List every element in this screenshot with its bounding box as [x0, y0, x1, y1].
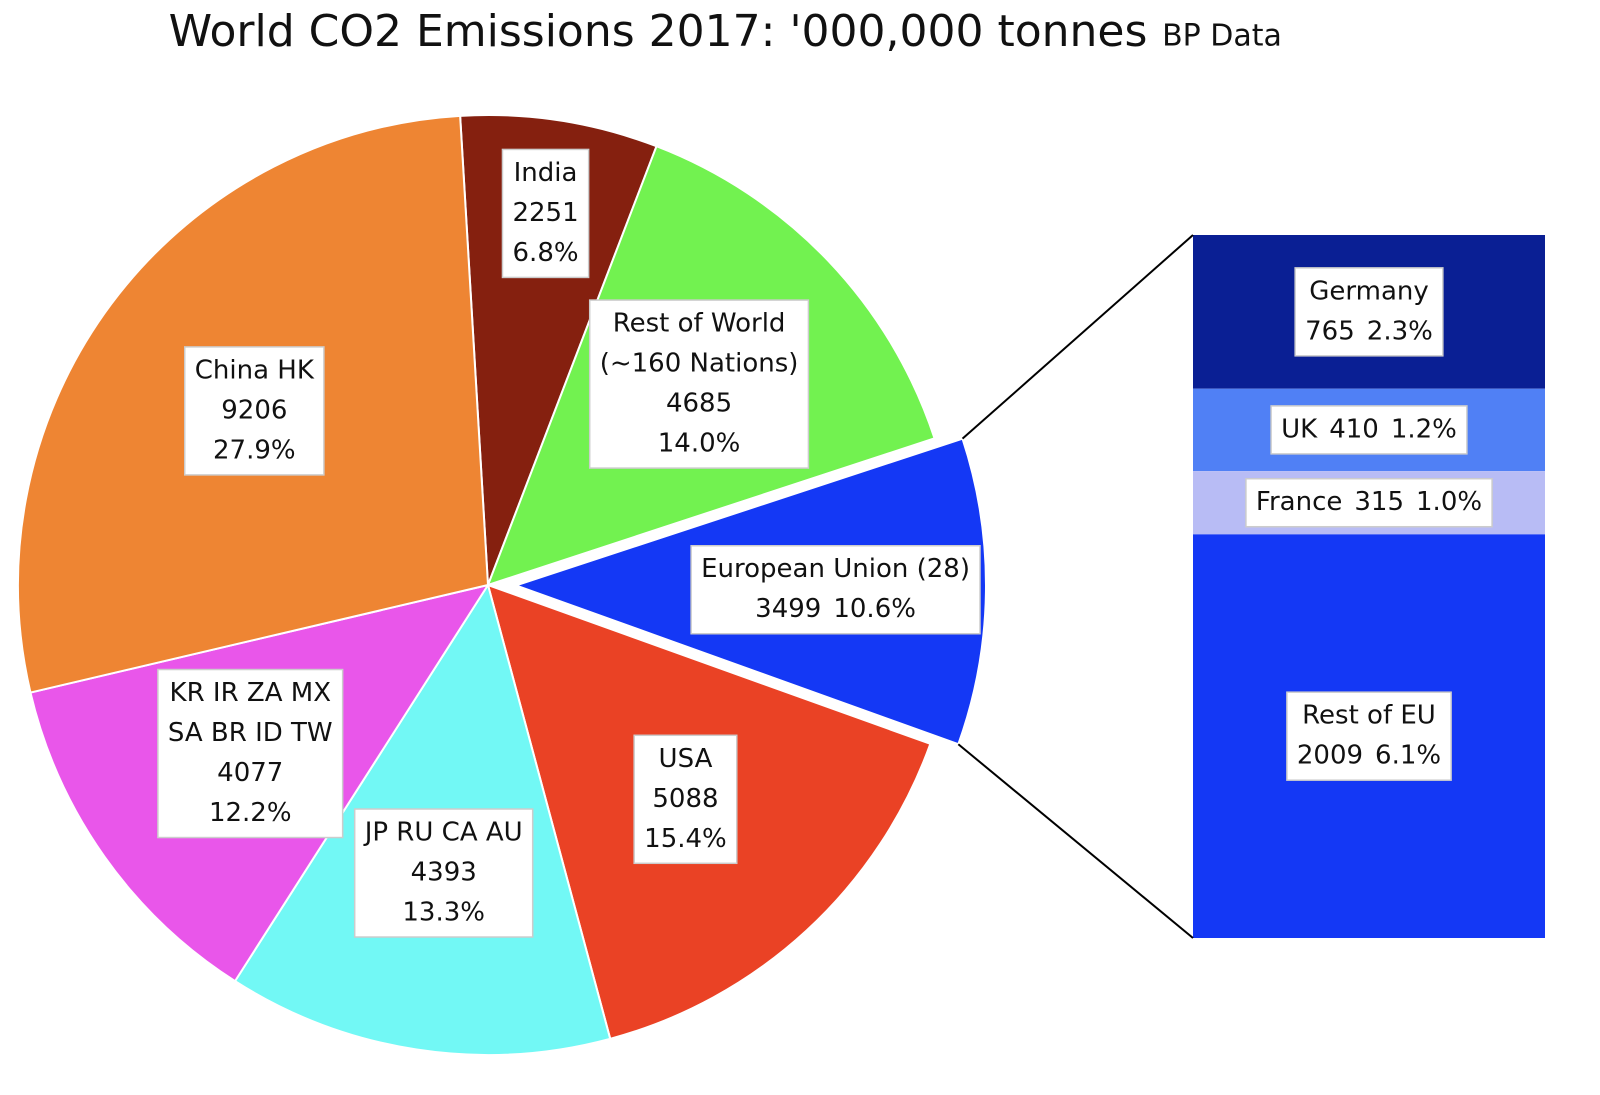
label-box: [1245, 477, 1493, 528]
label-box: [157, 668, 344, 839]
slice-name: India: [514, 158, 578, 188]
label-box: [353, 808, 534, 938]
percent-label: 15.4%: [644, 824, 727, 854]
connector-line: [957, 743, 1194, 939]
segment-name: Germany: [1309, 276, 1429, 306]
value-label: 4393: [411, 858, 477, 888]
data-label: Rest of World (~160 Nations) 4685 14.0%: [588, 299, 810, 469]
data-label: Germany 765 2.3%: [1294, 267, 1444, 357]
label-box: [501, 148, 590, 279]
slice-name: SA BR ID TW: [168, 718, 333, 748]
value-label: 765: [1305, 316, 1355, 346]
value-label: 5088: [652, 784, 718, 814]
percent-label: 13.3%: [402, 898, 485, 928]
data-label: USA 5088 15.4%: [633, 734, 738, 865]
value-label: 410: [1329, 414, 1379, 444]
percent-label: 6.1%: [1375, 741, 1441, 771]
label-box: [1286, 691, 1452, 781]
percent-label: 14.0%: [658, 429, 741, 459]
label-box: [588, 299, 810, 469]
value-label: 2009: [1297, 741, 1363, 771]
slice-name: China HK: [195, 355, 315, 385]
percent-label: 1.0%: [1416, 487, 1482, 517]
label-box: [1270, 405, 1468, 455]
segment-name: France: [1256, 487, 1342, 517]
data-label: China HK 9206 27.9%: [184, 346, 325, 476]
segment-name: Rest of EU: [1302, 701, 1436, 731]
segment-name: UK: [1281, 414, 1318, 444]
data-label: France 315 1.0%: [1245, 477, 1493, 528]
slice-name: KR IR ZA MX: [170, 678, 331, 708]
label-box: [184, 346, 325, 476]
data-label: UK 410 1.2%: [1270, 405, 1468, 455]
chart-title: World CO2 Emissions 2017: '000,000 tonne…: [169, 6, 1148, 57]
slice-name: (~160 Nations): [600, 349, 799, 379]
percent-label: 1.2%: [1391, 414, 1457, 444]
value-label: 3499: [755, 594, 821, 624]
percent-label: 12.2%: [209, 798, 292, 828]
percent-label: 27.9%: [213, 435, 296, 465]
label-box: [633, 734, 738, 865]
data-label: KR IR ZA MX SA BR ID TW 4077 12.2%: [157, 668, 344, 839]
value-label: 315: [1354, 487, 1404, 517]
data-label: JP RU CA AU 4393 13.3%: [353, 808, 534, 938]
slice-name: European Union (28): [701, 554, 970, 584]
value-label: 9206: [221, 395, 287, 425]
value-label: 2251: [512, 198, 578, 228]
slice-name: Rest of World: [613, 309, 786, 339]
chart-subtitle: BP Data: [1162, 19, 1282, 54]
label-box: [1294, 267, 1444, 357]
label-box: [690, 544, 981, 635]
slice-name: USA: [659, 744, 713, 774]
slice-name: JP RU CA AU: [363, 818, 523, 848]
data-label: India 2251 6.8%: [501, 148, 590, 279]
value-label: 4077: [217, 758, 283, 788]
percent-label: 10.6%: [833, 594, 916, 624]
data-label: European Union (28) 3499 10.6%: [690, 544, 981, 635]
value-label: 4685: [666, 389, 732, 419]
connector-line: [961, 234, 1194, 440]
percent-label: 2.3%: [1367, 316, 1433, 346]
percent-label: 6.8%: [513, 238, 579, 268]
data-label: Rest of EU 2009 6.1%: [1286, 691, 1452, 781]
